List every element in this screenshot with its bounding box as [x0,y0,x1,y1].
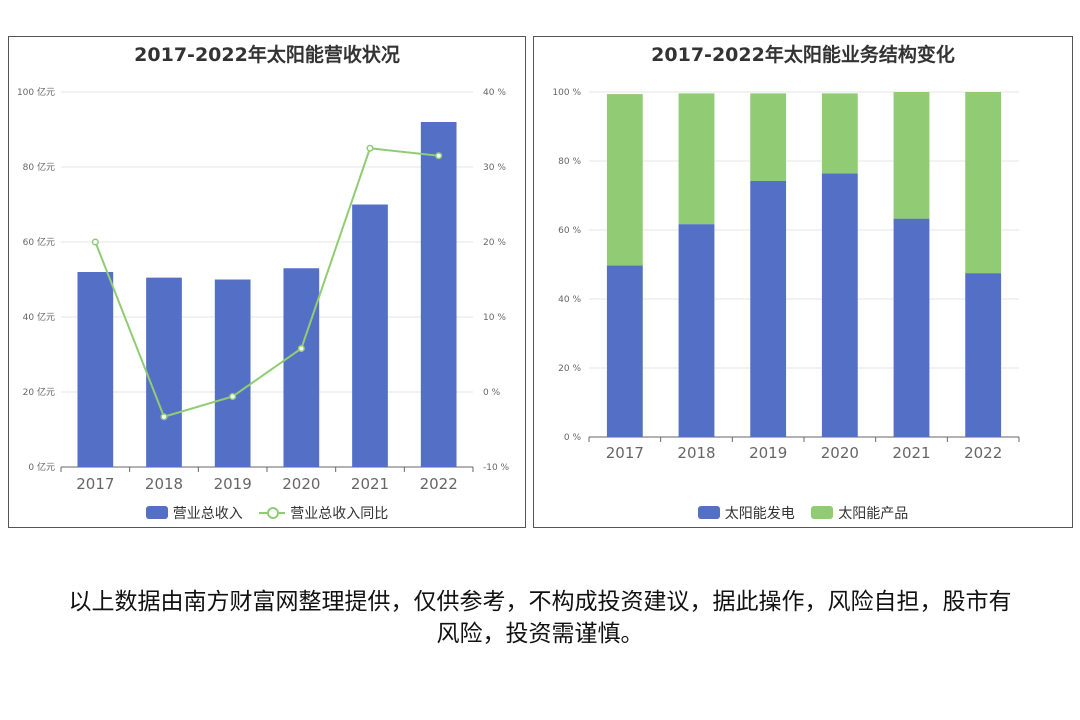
y-right-tick-label: 0 % [483,388,501,398]
yoy-point-2021 [366,144,374,152]
legend-label-power: 太阳能发电 [724,505,795,522]
x-tick-label: 2019 [749,444,787,462]
revenue-chart: 0 亿元 20 亿元 40 亿元 60 亿元 80 亿元 100 亿元 -10 % 0 % 10… [17,86,510,493]
y-right-tick-label: 20 % [483,238,506,248]
y-right-tick-label: -10 % [483,463,510,473]
legend-item-products[interactable]: 太阳能产品 [811,503,908,523]
bar-power-2021 [893,218,930,437]
x-tick-label: 2021 [351,475,389,493]
y-tick-label: 20 % [558,364,581,374]
yoy-point-2018 [160,413,168,421]
y-right-tick-label: 40 % [483,88,506,98]
y-tick-label: 80 % [558,157,581,167]
x-tick-label: 2017 [606,444,644,462]
structure-chart-title: 2017-2022年太阳能业务结构变化 [651,44,955,66]
x-tick-label: 2022 [964,444,1002,462]
y-tick-label: 100 % [552,88,581,98]
bar-2022 [420,122,457,467]
x-tick-label: 2020 [821,444,859,462]
y-left-tick-label: 20 亿元 [23,386,55,398]
y-right-tick-label: 10 % [483,313,506,323]
bar-power-2017 [606,265,643,437]
structure-chart: 0 % 20 % 40 % 60 % 80 % 100 % 2017 2018 2019 2020… [552,88,1020,462]
legend-item-yoy[interactable]: 营业总收入同比 [259,503,388,523]
legend-label-yoy: 营业总收入同比 [290,505,389,522]
disclaimer-text: 以上数据由南方财富网整理提供，仅供参考，不构成投资建议，据此操作，风险自担，股市… [68,589,1012,647]
revenue-chart-title: 2017-2022年太阳能营收状况 [134,44,400,66]
legend-label-products: 太阳能产品 [838,505,909,522]
y-right-tick-label: 30 % [483,163,506,173]
x-tick-label: 2022 [420,475,458,493]
yoy-point-2017 [91,238,99,246]
x-tick-label: 2018 [677,444,715,462]
y-left-tick-label: 60 亿元 [23,236,55,248]
x-tick-label: 2020 [282,475,320,493]
yoy-line [94,147,439,418]
yoy-point-2022 [435,152,443,160]
y-left-tick-label: 0 亿元 [28,461,55,473]
y-left-tick-label: 80 亿元 [23,161,55,173]
x-tick-label: 2018 [145,475,183,493]
line-swatch-icon [259,506,286,519]
bar-power-2018 [678,224,715,437]
bar-products-2021 [893,92,930,219]
legend-item-revenue[interactable]: 营业总收入 [145,503,243,523]
bar-power-2020 [821,173,858,438]
bar-products-2019 [750,93,787,182]
revenue-chart-panel: 2017-2022年太阳能营收状况 0 亿元 20 亿元 40 亿元 60 亿元 80 … [8,36,526,528]
x-tick-label: 2019 [214,475,252,493]
bar-products-2020 [821,93,858,174]
bar-products-2022 [965,92,1002,274]
bar-2019 [214,279,251,467]
bar-products-2017 [606,94,643,266]
x-tick-label: 2021 [892,444,930,462]
structure-chart-panel: 2017-2022年太阳能业务结构变化 0 % 20 % 40 % 60 % 80 % 1… [533,36,1073,528]
bar-power-2022 [965,273,1002,437]
bar-2020 [283,268,320,467]
y-tick-label: 60 % [558,226,581,236]
structure-chart-legend: 太阳能发电 太阳能产品 [534,503,1072,524]
y-tick-label: 0 % [564,433,582,443]
bar-swatch-icon [145,506,168,519]
bar-products-2018 [678,93,715,225]
revenue-chart-legend: 营业总收入 营业总收入同比 [9,503,525,524]
bar-power-2019 [750,181,787,437]
y-tick-label: 40 % [558,295,581,305]
bar-2018 [146,277,182,467]
y-left-tick-label: 40 亿元 [23,311,55,323]
bar-swatch-icon [697,506,720,519]
bar-2021 [352,204,388,467]
bar-swatch-icon [811,506,834,519]
yoy-point-2019 [229,392,237,401]
bar-2017 [77,272,114,467]
legend-item-power[interactable]: 太阳能发电 [697,503,795,523]
x-tick-label: 2017 [76,475,114,493]
y-left-tick-label: 100 亿元 [17,86,55,98]
yoy-point-2020 [297,344,305,353]
legend-label-revenue: 营业总收入 [172,505,243,522]
